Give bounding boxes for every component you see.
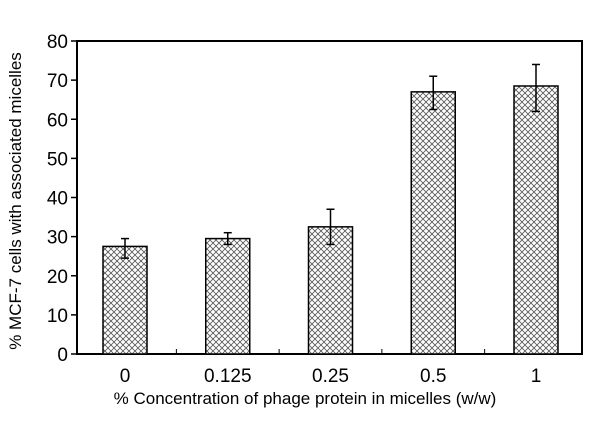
x-axis-ticks: 0 0.125 0.25 0.5 1 [120,349,542,387]
error-bars-group [121,63,540,259]
y-tick-label-1: 10 [47,306,68,327]
x-tick-label-0: 0 [120,366,131,387]
y-tick-label-7: 70 [47,71,68,92]
bar-4 [513,85,559,355]
y-tick-label-6: 60 [47,110,68,131]
x-tick-label-3: 0.5 [420,366,446,387]
y-axis-title: % MCF-7 cells with associated micelles [6,52,25,350]
x-tick-label-2: 0.25 [312,366,349,387]
bar-3 [410,91,456,355]
y-tick-label-2: 20 [47,267,68,288]
x-tick-label-4: 1 [531,366,542,387]
x-tick-label-1: 0.125 [204,366,252,387]
y-tick-label-3: 30 [47,228,68,249]
x-axis-title: % Concentration of phage protein in mice… [114,389,497,408]
y-axis-ticks: 0 10 20 30 40 50 60 70 80 [47,32,77,366]
y-tick-label-5: 50 [47,149,68,170]
bar-1 [205,237,251,355]
bar-0 [102,245,148,355]
y-tick-label-0: 0 [57,345,68,366]
y-tick-label-8: 80 [47,32,68,53]
bars-group [102,85,559,355]
bar-2 [307,226,354,355]
y-tick-label-4: 40 [47,189,68,210]
